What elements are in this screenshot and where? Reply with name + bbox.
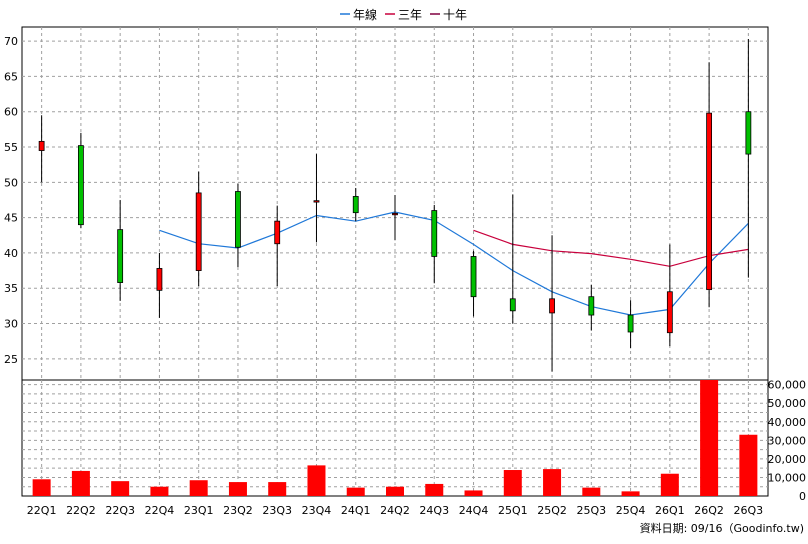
legend-label: 三年	[398, 8, 422, 22]
candle-body	[195, 192, 202, 271]
x-tick-label: 26Q3	[734, 504, 764, 517]
volume-tick-label: 10,000	[768, 471, 807, 484]
volume-bar	[268, 482, 287, 496]
volume-tick-label: 20,000	[768, 453, 807, 466]
volume-bar	[660, 473, 679, 496]
x-tick-label: 25Q4	[616, 504, 646, 517]
volume-bar	[71, 470, 90, 496]
price-tick-label: 65	[4, 70, 18, 83]
x-tick-label: 25Q3	[576, 504, 606, 517]
x-tick-label: 23Q1	[184, 504, 214, 517]
candle-body	[706, 112, 713, 291]
volume-tick-label: 0	[799, 490, 806, 503]
legend-label: 十年	[443, 8, 467, 22]
volume-bar	[700, 380, 719, 496]
candle-body	[509, 298, 516, 312]
x-tick-label: 24Q2	[380, 504, 410, 517]
volume-bar	[32, 479, 51, 496]
candle-body	[274, 220, 281, 245]
candle-body	[392, 212, 398, 216]
x-tick-label: 26Q2	[694, 504, 724, 517]
legend-label: 年線	[353, 7, 377, 22]
data-date-footer: 資料日期: 09/16（Goodinfo.tw)	[640, 521, 804, 535]
candle-body	[470, 256, 477, 298]
candle-body	[352, 196, 359, 214]
candle-body	[156, 268, 163, 291]
candle-body	[38, 140, 45, 151]
candle-body	[235, 191, 241, 248]
volume-bar	[582, 487, 601, 496]
candle-body	[313, 200, 320, 203]
price-tick-label: 35	[4, 282, 18, 295]
volume-tick-label: 40,000	[768, 416, 807, 429]
volume-bar	[307, 465, 326, 496]
x-tick-label: 23Q2	[223, 504, 253, 517]
ma-line-三年	[473, 229, 749, 267]
candle-body	[549, 298, 555, 314]
price-tick-label: 60	[4, 106, 18, 119]
price-tick-label: 70	[4, 35, 18, 48]
volume-bar	[739, 434, 758, 496]
price-tick-label: 55	[4, 141, 18, 154]
volume-bar	[503, 470, 522, 496]
x-tick-label: 22Q4	[145, 504, 175, 517]
x-axis: 22Q1 22Q2 22Q3 22Q4 23Q1 23Q2 23Q3 23Q4 24Q1 24Q2…	[27, 504, 763, 517]
volume-panel: 0 10,000 20,000 30,000 40,000 50,000 60,000	[21, 379, 807, 503]
candle-body	[431, 210, 438, 257]
volume-bar	[346, 487, 365, 496]
price-panel: 25 30 35 40 45 50 55 60 65 70	[4, 26, 769, 381]
x-tick-label: 25Q1	[498, 504, 528, 517]
volume-bar	[189, 480, 208, 496]
x-tick-label: 24Q3	[419, 504, 449, 517]
x-tick-label: 26Q1	[655, 504, 685, 517]
x-tick-label: 23Q3	[262, 504, 292, 517]
price-tick-label: 25	[4, 353, 18, 366]
candle-body	[588, 296, 595, 316]
volume-bar	[386, 486, 404, 496]
volume-bar	[621, 491, 640, 496]
volume-bar	[111, 481, 130, 496]
volume-tick-label: 50,000	[768, 397, 807, 410]
volume-tick-label: 60,000	[768, 379, 807, 392]
volume-bar	[228, 482, 247, 496]
candle-body	[627, 314, 634, 333]
volume-bar	[425, 483, 444, 496]
x-tick-label: 25Q2	[537, 504, 567, 517]
x-tick-label: 22Q2	[66, 504, 96, 517]
legend: 年線 三年 十年	[340, 7, 467, 22]
price-tick-label: 45	[4, 212, 18, 225]
price-tick-label: 50	[4, 176, 18, 189]
price-tick-label: 30	[4, 318, 18, 331]
candle-body	[117, 229, 124, 283]
volume-bar	[150, 486, 169, 496]
x-tick-label: 22Q1	[27, 504, 57, 517]
ma-line-年線	[159, 211, 749, 316]
candle-body	[666, 291, 673, 334]
x-tick-label: 24Q4	[459, 504, 489, 517]
price-tick-label: 40	[4, 247, 18, 260]
candle-body	[77, 145, 84, 226]
volume-bar	[543, 469, 562, 496]
x-tick-label: 24Q1	[341, 504, 371, 517]
candle-body	[745, 111, 752, 155]
x-tick-label: 23Q4	[302, 504, 332, 517]
volume-bar	[464, 490, 483, 496]
volume-tick-label: 30,000	[768, 434, 807, 447]
x-tick-label: 22Q3	[105, 504, 135, 517]
